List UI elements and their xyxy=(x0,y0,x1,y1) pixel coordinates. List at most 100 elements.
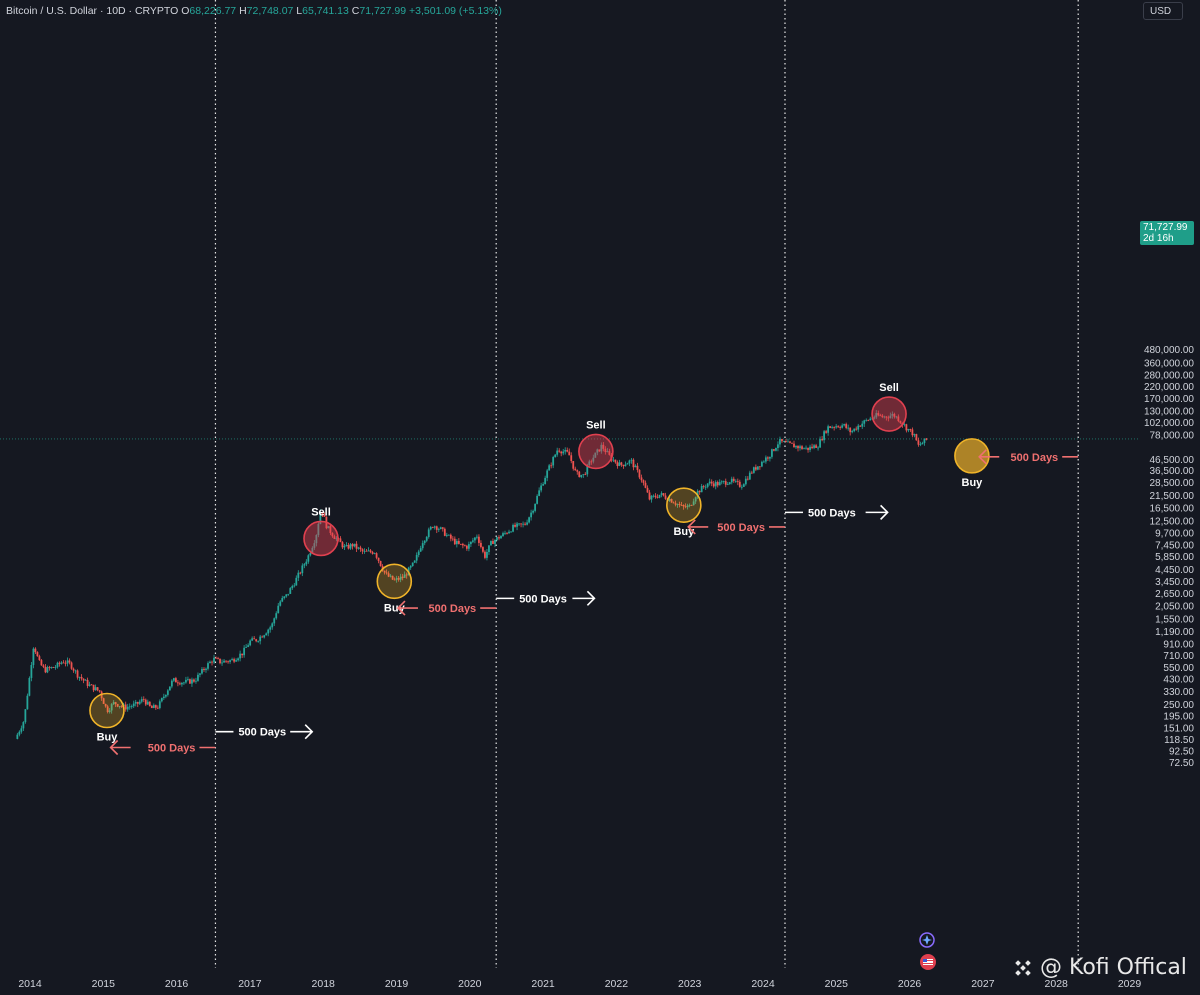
candle-body xyxy=(411,562,414,567)
candle-body xyxy=(297,572,300,578)
candle-body xyxy=(56,662,59,668)
candle-body xyxy=(686,505,689,508)
symbol-name[interactable]: Bitcoin / U.S. Dollar · 10D · CRYPTO xyxy=(6,5,179,17)
candle-body xyxy=(148,701,151,706)
candle-body xyxy=(492,540,494,544)
watermark: @ Kofi Offical xyxy=(1012,955,1187,980)
close-value: 71,727.99 xyxy=(359,5,407,17)
candle-body xyxy=(461,543,464,546)
candle-body xyxy=(355,543,358,549)
candle-body xyxy=(291,586,294,589)
candle-body xyxy=(82,678,85,681)
candle-body xyxy=(925,438,928,440)
candle-body xyxy=(516,523,518,527)
candle-body xyxy=(634,465,637,468)
candle-body xyxy=(680,505,683,506)
y-tick-label: 16,500.00 xyxy=(1150,503,1195,514)
candle-body xyxy=(451,538,454,540)
us-flag-icon[interactable] xyxy=(919,953,937,971)
candle-body xyxy=(712,483,715,487)
candle-body xyxy=(827,426,830,433)
sell-marker[interactable] xyxy=(303,520,339,557)
candle-body xyxy=(744,478,747,485)
candle-body xyxy=(760,461,763,467)
candle-body xyxy=(526,522,528,525)
x-tick-label: 2027 xyxy=(971,978,995,990)
candle-body xyxy=(183,682,185,684)
buy-marker[interactable] xyxy=(954,438,990,474)
red-500-days-arrow: 500 Days xyxy=(687,519,785,535)
sparkle-icon[interactable] xyxy=(918,932,936,948)
x-tick-label: 2024 xyxy=(751,978,775,990)
y-tick-label: 1,190.00 xyxy=(1155,627,1194,638)
candle-body xyxy=(223,660,225,663)
candle-body xyxy=(341,542,344,548)
buy-marker[interactable] xyxy=(89,692,125,729)
candle-body xyxy=(718,482,721,486)
candle-body xyxy=(694,497,697,502)
candle-body xyxy=(576,470,579,472)
close-label: C xyxy=(351,5,360,17)
x-tick-label: 2018 xyxy=(312,978,336,990)
candle-body xyxy=(664,495,667,499)
candle-body xyxy=(823,431,825,441)
candle-body xyxy=(413,560,416,563)
candle-body xyxy=(572,461,575,469)
x-tick-label: 2022 xyxy=(605,978,629,990)
y-tick-label: 102,000.00 xyxy=(1144,418,1194,429)
candle-body xyxy=(439,527,442,529)
candle-body xyxy=(915,434,918,441)
candle-body xyxy=(128,706,131,708)
candle-body xyxy=(630,459,633,461)
candle-body xyxy=(566,449,569,452)
candle-body xyxy=(317,523,320,536)
candle-body xyxy=(271,623,274,628)
candle-body xyxy=(363,550,366,552)
candle-body xyxy=(323,514,326,517)
arrow-label: 500 Days xyxy=(238,727,286,739)
sell-marker[interactable] xyxy=(871,396,907,432)
candle-body xyxy=(909,428,912,430)
buy-marker[interactable] xyxy=(666,487,702,523)
candle-body xyxy=(215,657,217,659)
candle-body xyxy=(764,457,767,462)
candle-body xyxy=(397,578,400,580)
arrow-head xyxy=(304,724,314,740)
candle-body xyxy=(654,495,657,498)
sell-label: Sell xyxy=(879,382,899,394)
candle-body xyxy=(193,679,195,682)
currency-button[interactable]: USD xyxy=(1143,2,1183,20)
y-tick-label: 910.00 xyxy=(1163,639,1194,650)
candle-body xyxy=(431,527,434,528)
open-label: O xyxy=(181,5,190,17)
candle-body xyxy=(16,734,19,739)
candle-body xyxy=(391,575,394,580)
candle-body xyxy=(496,537,498,540)
candle-body xyxy=(331,533,334,537)
candle-body xyxy=(564,449,567,452)
candle-body xyxy=(213,657,215,663)
candle-body xyxy=(582,474,585,476)
candle-body xyxy=(811,446,813,448)
candle-body xyxy=(554,454,557,458)
y-tick-label: 250.00 xyxy=(1163,700,1194,711)
candle-body xyxy=(588,461,591,466)
sell-marker[interactable] xyxy=(578,433,614,470)
candle-body xyxy=(508,531,510,534)
candle-body xyxy=(839,427,842,429)
candle-body xyxy=(393,579,396,581)
x-tick-label: 2014 xyxy=(18,978,42,990)
candle-body xyxy=(237,658,239,661)
candle-body xyxy=(339,538,342,543)
candle-body xyxy=(347,545,350,549)
arrow-label: 500 Days xyxy=(717,522,765,534)
candle-body xyxy=(261,636,264,638)
y-tick-label: 5,850.00 xyxy=(1155,552,1194,563)
candle-body xyxy=(457,541,460,544)
candle-body xyxy=(913,434,916,436)
buy-marker[interactable] xyxy=(376,563,413,600)
y-tick-label: 360,000.00 xyxy=(1144,359,1194,370)
candle-body xyxy=(269,627,272,630)
candle-body xyxy=(857,425,860,430)
